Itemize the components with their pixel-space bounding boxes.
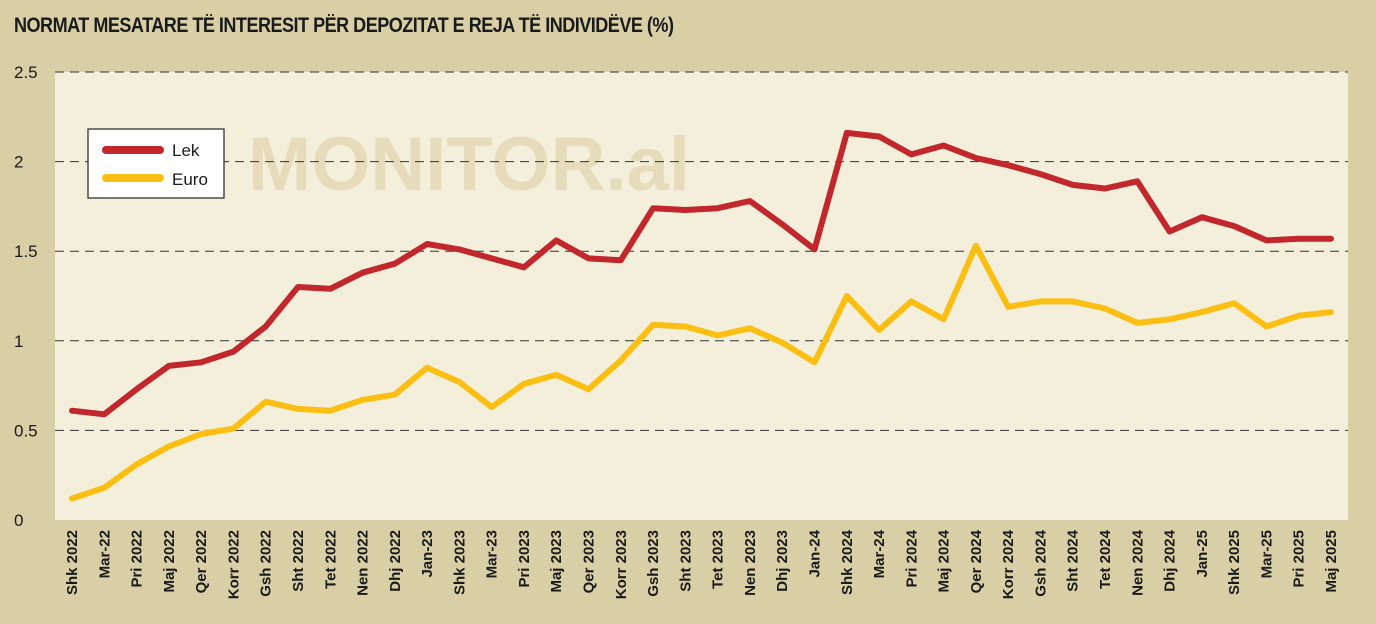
y-tick-label: 1 bbox=[14, 332, 23, 351]
y-tick-label: 2.5 bbox=[14, 63, 38, 82]
x-tick-label: Dhj 2023 bbox=[774, 530, 791, 592]
series-lines bbox=[69, 129, 1334, 502]
x-tick-label: Maj 2022 bbox=[161, 530, 178, 593]
grid-lines bbox=[55, 71, 1348, 431]
x-tick-label: Korr 2024 bbox=[1000, 529, 1017, 599]
y-tick-label: 1.5 bbox=[14, 242, 38, 261]
x-tick-label: Nen 2022 bbox=[355, 530, 372, 596]
x-tick-label: Jan-25 bbox=[1194, 530, 1211, 578]
x-tick-label: Shk 2022 bbox=[64, 530, 81, 595]
x-tick-label: Jan-23 bbox=[419, 530, 436, 578]
x-tick-label: Qer 2023 bbox=[581, 530, 598, 593]
x-tick-label: Mar-23 bbox=[484, 530, 501, 578]
x-tick-label: Jan-24 bbox=[806, 529, 823, 577]
x-tick-label: Shk 2025 bbox=[1226, 530, 1243, 595]
x-tick-label: Mar-25 bbox=[1258, 530, 1275, 578]
x-tick-label: Sht 2023 bbox=[677, 530, 694, 592]
x-tick-label: Qer 2022 bbox=[193, 530, 210, 593]
plot-area bbox=[55, 72, 1348, 520]
y-axis-ticks: 0 0.5 1 1.5 2 2.5 bbox=[14, 63, 38, 530]
x-tick-label: Nen 2024 bbox=[1129, 529, 1146, 596]
x-tick-label: Korr 2023 bbox=[613, 530, 630, 599]
x-tick-label: Tet 2024 bbox=[1097, 529, 1114, 589]
x-tick-label: Maj 2025 bbox=[1323, 530, 1340, 593]
x-tick-label: Maj 2023 bbox=[548, 530, 565, 593]
x-tick-label: Dhj 2024 bbox=[1162, 529, 1179, 591]
series-line-euro bbox=[69, 242, 1334, 502]
x-tick-label: Pri 2025 bbox=[1291, 530, 1308, 588]
x-tick-label: Shk 2023 bbox=[451, 530, 468, 595]
x-tick-label: Korr 2022 bbox=[225, 530, 242, 599]
x-tick-label: Gsh 2023 bbox=[645, 530, 662, 597]
y-tick-label: 0.5 bbox=[14, 421, 38, 440]
legend: Lek Euro bbox=[87, 128, 225, 199]
x-tick-label: Gsh 2024 bbox=[1032, 529, 1049, 596]
x-axis-ticks: Shk 2022 Mar-22 Pri 2022 Maj 2022 Qer 2022 Ko… bbox=[64, 529, 1340, 599]
x-tick-label: Tet 2023 bbox=[710, 530, 727, 589]
x-tick-label: Pri 2022 bbox=[129, 530, 146, 588]
x-tick-label: Pri 2023 bbox=[516, 530, 533, 588]
y-tick-label: 0 bbox=[14, 511, 23, 530]
x-tick-label: Pri 2024 bbox=[903, 529, 920, 587]
x-tick-label: Mar-24 bbox=[871, 529, 888, 578]
x-tick-label: Gsh 2022 bbox=[258, 530, 275, 597]
y-tick-label: 2 bbox=[14, 153, 23, 172]
x-tick-label: Shk 2024 bbox=[839, 529, 856, 595]
watermark: MONITOR.al bbox=[248, 122, 690, 207]
chart-title: NORMAT MESATARE TË INTERESIT PËR DEPOZIT… bbox=[14, 14, 674, 37]
x-tick-label: Mar-22 bbox=[96, 530, 113, 578]
x-tick-label: Qer 2024 bbox=[968, 529, 985, 593]
x-tick-label: Sht 2022 bbox=[290, 530, 307, 592]
x-tick-label: Dhj 2022 bbox=[387, 530, 404, 592]
legend-label-lek: Lek bbox=[172, 141, 200, 160]
x-tick-label: Maj 2024 bbox=[936, 529, 953, 592]
legend-label-euro: Euro bbox=[172, 170, 208, 189]
x-tick-label: Tet 2022 bbox=[322, 530, 339, 589]
x-tick-label: Nen 2023 bbox=[742, 530, 759, 596]
x-tick-label: Sht 2024 bbox=[1065, 529, 1082, 591]
series-line-lek bbox=[69, 129, 1334, 418]
legend-box bbox=[87, 128, 225, 199]
